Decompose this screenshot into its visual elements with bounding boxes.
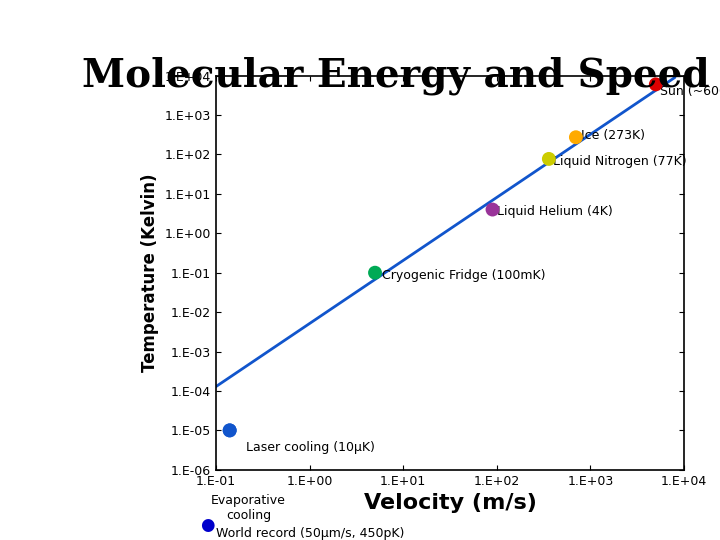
Point xyxy=(224,426,235,435)
Text: ●: ● xyxy=(200,516,215,534)
Text: Laser cooling (10μK): Laser cooling (10μK) xyxy=(246,441,375,454)
Point xyxy=(650,80,662,89)
Text: Evaporative
cooling: Evaporative cooling xyxy=(211,494,286,522)
Text: Liquid Helium (4K): Liquid Helium (4K) xyxy=(497,205,613,218)
Point xyxy=(224,426,235,435)
Point xyxy=(570,133,582,141)
Text: Ice (273K): Ice (273K) xyxy=(581,129,645,142)
Text: World record (50μm/s, 450pK): World record (50μm/s, 450pK) xyxy=(216,526,405,539)
Text: Cryogenic Fridge (100mK): Cryogenic Fridge (100mK) xyxy=(382,269,546,282)
Point xyxy=(487,205,498,214)
Text: Liquid Nitrogen (77K): Liquid Nitrogen (77K) xyxy=(553,156,687,168)
Text: Molecular Energy and Speed: Molecular Energy and Speed xyxy=(82,57,710,95)
Point xyxy=(543,154,554,163)
Y-axis label: Temperature (Kelvin): Temperature (Kelvin) xyxy=(141,173,159,372)
Text: Sun (~6000K): Sun (~6000K) xyxy=(660,85,720,98)
Point xyxy=(369,268,381,277)
X-axis label: Velocity (m/s): Velocity (m/s) xyxy=(364,493,536,513)
